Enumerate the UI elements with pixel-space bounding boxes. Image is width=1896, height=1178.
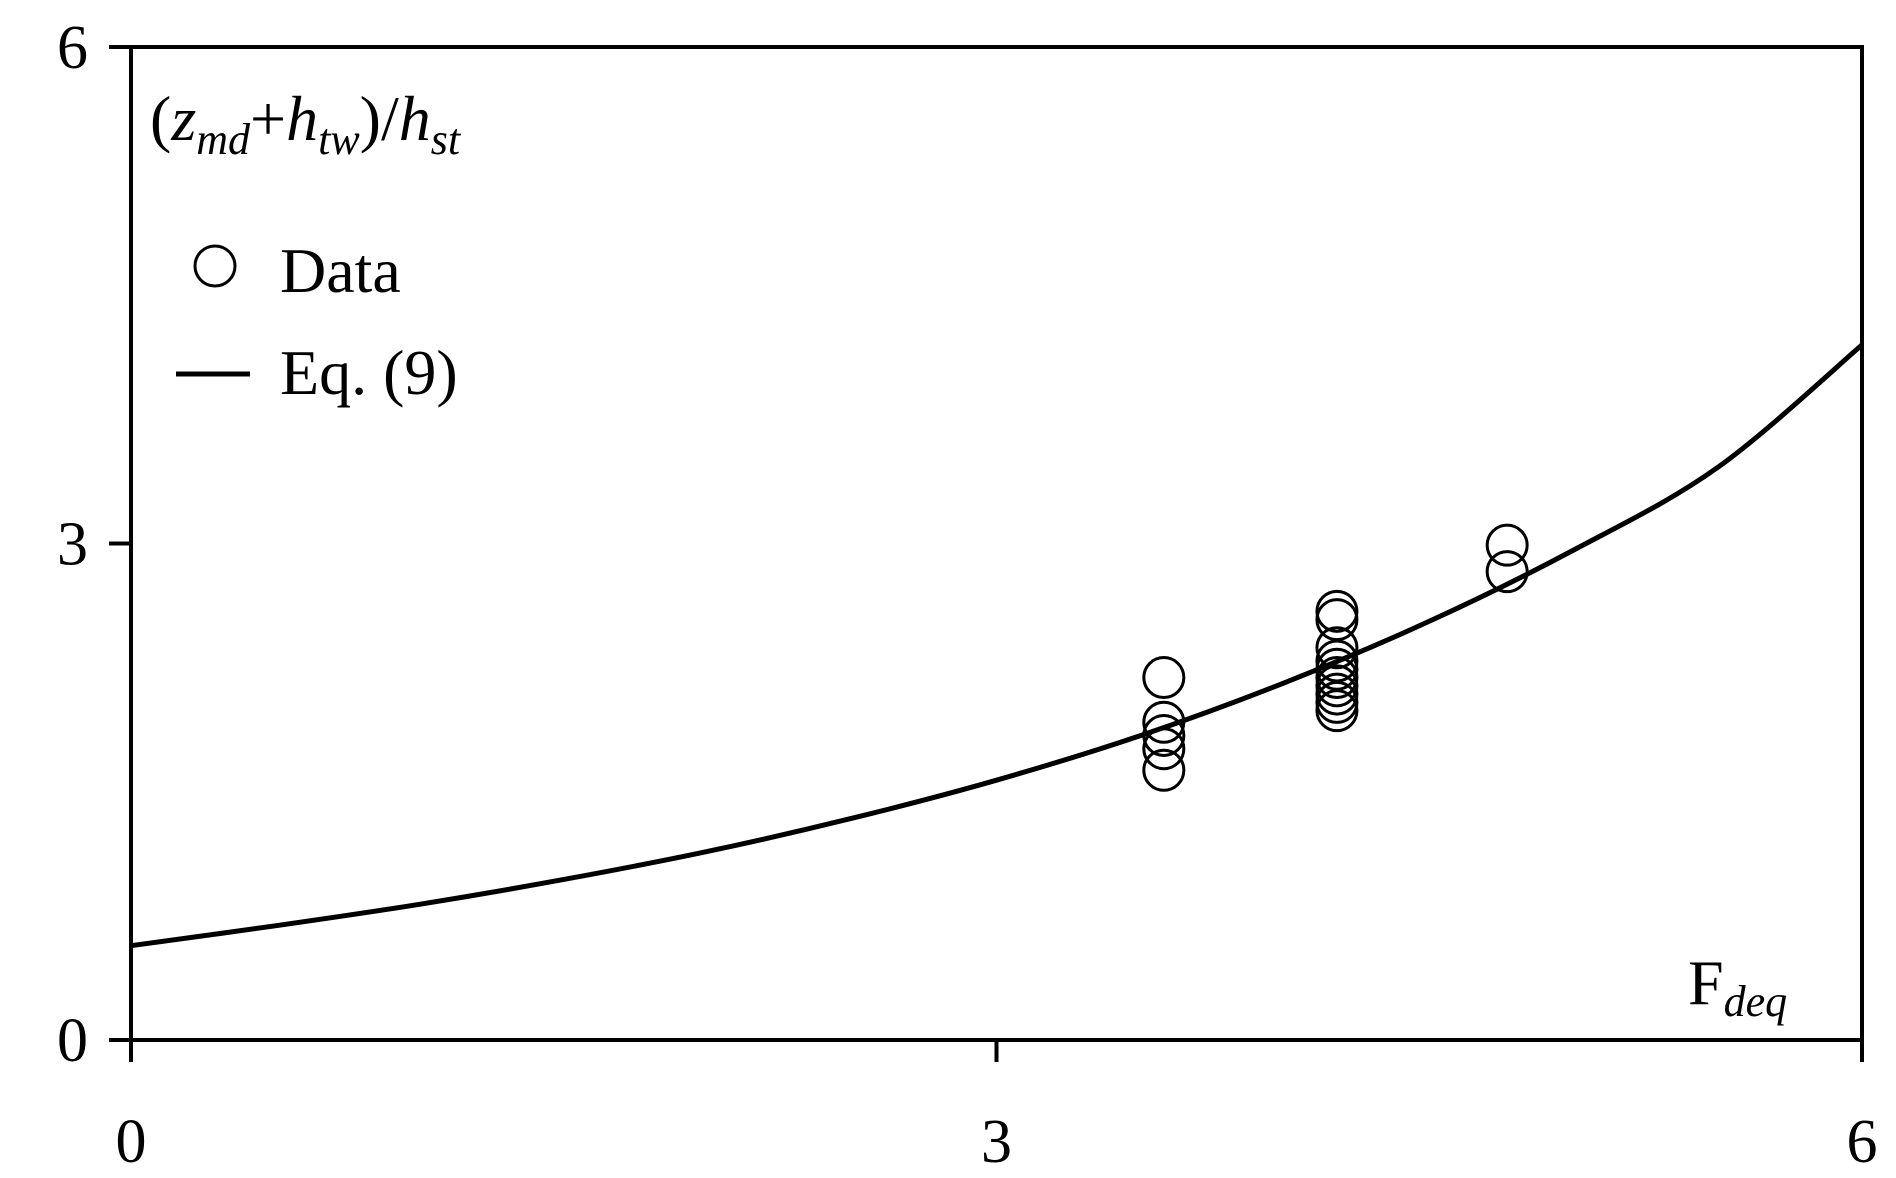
data-point	[1142, 713, 1186, 757]
data-point	[1315, 626, 1359, 670]
y-tick-label: 0	[57, 1007, 88, 1075]
data-point	[1485, 523, 1529, 567]
eq9-curve	[130, 342, 1864, 949]
data-point	[1315, 672, 1359, 716]
x-axis-label: Fdeq	[1688, 947, 1787, 1026]
data-point	[1142, 727, 1186, 771]
y-axis-label: (zmd+htw)/hst	[150, 83, 462, 164]
data-point	[1315, 589, 1359, 633]
legend-data-label: Data	[280, 235, 401, 306]
x-tick-label: 6	[1847, 1108, 1878, 1176]
data-point	[1315, 680, 1359, 724]
axis-tick-labels: 0 3 6 0 3 6	[57, 14, 1878, 1176]
data-point	[1142, 700, 1186, 744]
data-point	[1315, 689, 1359, 733]
data-points	[1142, 523, 1529, 792]
legend: Data Eq. (9)	[176, 235, 458, 408]
axis-ticks	[109, 45, 1864, 1062]
plot-frame	[129, 45, 1864, 1042]
y-tick-label: 6	[57, 14, 88, 82]
data-point	[1485, 550, 1529, 594]
data-point	[1315, 664, 1359, 708]
legend-data-marker	[193, 244, 237, 288]
y-tick-label: 3	[57, 511, 88, 579]
data-point	[1142, 748, 1186, 792]
x-tick-label: 0	[116, 1108, 147, 1176]
data-point	[1142, 656, 1186, 700]
x-tick-label: 3	[981, 1108, 1012, 1176]
data-point	[1315, 656, 1359, 700]
legend-curve-label: Eq. (9)	[280, 337, 458, 408]
